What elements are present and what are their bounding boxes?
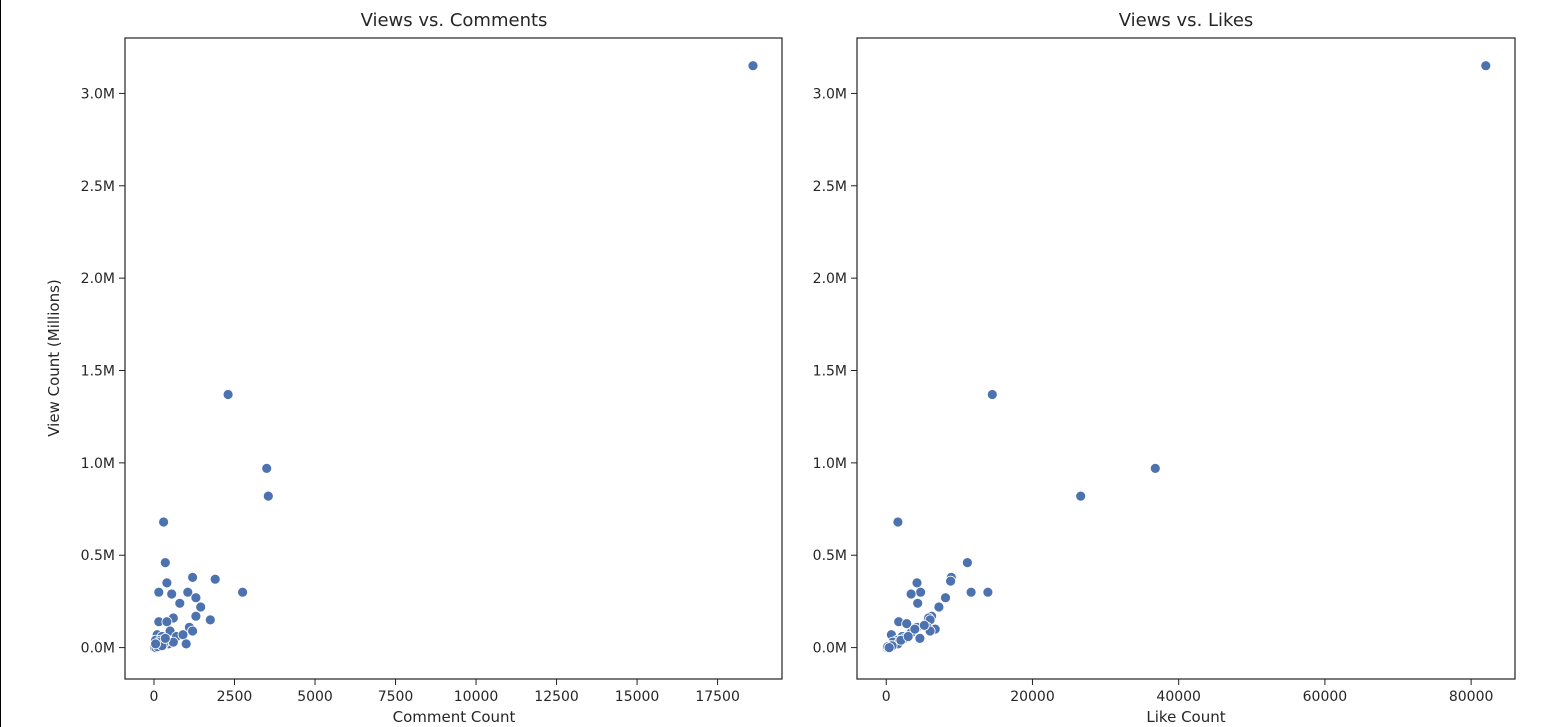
y-tick-label: 2.5M xyxy=(813,179,847,195)
data-point xyxy=(190,610,202,622)
data-point xyxy=(986,389,998,400)
data-point xyxy=(933,601,945,613)
chart-title: Views vs. Likes xyxy=(1119,10,1254,31)
y-tick-label: 1.5M xyxy=(81,364,115,380)
data-point xyxy=(195,601,207,613)
data-point xyxy=(918,620,930,631)
y-tick-label: 3.0M xyxy=(81,86,115,102)
views-vs-comments-panel: Views vs. Comments 0 2500 5000 7500 10000 125… xyxy=(45,10,783,726)
y-tick-label: 0.5M xyxy=(81,548,115,564)
page-left-border xyxy=(0,0,1,727)
y-tick-label: 0.0M xyxy=(81,641,115,657)
data-point xyxy=(177,629,189,641)
data-point xyxy=(153,586,165,598)
y-axis-label: View Count (Millions) xyxy=(45,279,63,437)
y-tick-label: 1.0M xyxy=(81,456,115,472)
data-point xyxy=(190,592,202,604)
data-point xyxy=(1149,462,1161,474)
x-tick-label: 7500 xyxy=(378,689,414,705)
data-point xyxy=(261,462,273,474)
x-tick-label: 0 xyxy=(150,689,159,705)
data-point xyxy=(892,516,904,528)
data-point xyxy=(1075,490,1087,502)
data-point xyxy=(965,586,977,598)
x-tick-label: 12500 xyxy=(534,689,579,705)
data-point xyxy=(161,577,173,589)
y-tick-label: 1.5M xyxy=(813,364,847,380)
x-tick-label: 80000 xyxy=(1449,689,1494,705)
data-point xyxy=(914,633,926,644)
data-point xyxy=(182,586,194,598)
plot-frame xyxy=(856,37,1516,680)
data-point xyxy=(159,633,171,644)
data-point xyxy=(262,490,274,502)
data-point xyxy=(915,586,926,598)
data-point xyxy=(161,616,173,628)
y-tick-label: 3.0M xyxy=(813,86,847,102)
data-point xyxy=(174,597,186,609)
data-point xyxy=(209,573,221,585)
data-point xyxy=(982,586,994,598)
y-tick-label: 2.5M xyxy=(81,179,115,195)
data-point xyxy=(747,60,759,72)
data-point xyxy=(1480,60,1492,72)
data-point xyxy=(187,625,199,637)
data-point xyxy=(945,575,956,587)
data-point xyxy=(180,638,192,650)
y-tick-label: 2.0M xyxy=(813,271,847,287)
data-point xyxy=(901,618,913,629)
x-tick-label: 5000 xyxy=(297,689,333,705)
data-point xyxy=(940,592,951,604)
x-tick-label: 20000 xyxy=(1010,689,1055,705)
data-point xyxy=(159,557,171,568)
data-point xyxy=(962,557,973,568)
data-point xyxy=(911,577,923,589)
data-point xyxy=(905,588,917,600)
data-point xyxy=(150,638,162,650)
y-tick-label: 0.5M xyxy=(813,548,847,564)
chart-title: Views vs. Comments xyxy=(361,10,548,31)
data-point xyxy=(187,572,199,583)
y-tick-label: 0.0M xyxy=(813,641,847,657)
x-tick-label: 2500 xyxy=(217,689,253,705)
x-axis-label: Like Count xyxy=(1146,708,1225,726)
data-point xyxy=(204,614,216,626)
data-point xyxy=(237,586,249,598)
x-tick-label: 40000 xyxy=(1156,689,1201,705)
x-axis-label: Comment Count xyxy=(393,708,516,726)
data-point xyxy=(912,597,924,609)
data-point xyxy=(222,389,234,400)
data-point xyxy=(158,516,170,528)
x-tick-label: 10000 xyxy=(454,689,499,705)
x-tick-label: 0 xyxy=(882,689,891,705)
y-tick-label: 1.0M xyxy=(813,456,847,472)
data-point xyxy=(902,631,914,642)
x-tick-label: 17500 xyxy=(695,689,740,705)
views-vs-likes-panel: Views vs. Likes 0 20000 40000 60000 80000 0.… xyxy=(813,10,1516,726)
plot-frame xyxy=(124,37,783,680)
data-point xyxy=(909,623,921,635)
x-tick-label: 60000 xyxy=(1303,689,1348,705)
x-tick-label: 15000 xyxy=(615,689,660,705)
data-point xyxy=(166,588,178,600)
y-tick-label: 2.0M xyxy=(81,271,115,287)
data-point xyxy=(883,642,895,653)
